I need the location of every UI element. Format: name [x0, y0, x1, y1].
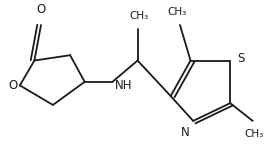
Text: CH₃: CH₃ [168, 7, 187, 17]
Text: NH: NH [115, 79, 133, 92]
Text: O: O [36, 3, 46, 16]
Text: S: S [237, 52, 244, 65]
Text: N: N [180, 126, 189, 139]
Text: CH₃: CH₃ [244, 129, 264, 139]
Text: CH₃: CH₃ [129, 11, 148, 21]
Text: O: O [9, 79, 18, 92]
